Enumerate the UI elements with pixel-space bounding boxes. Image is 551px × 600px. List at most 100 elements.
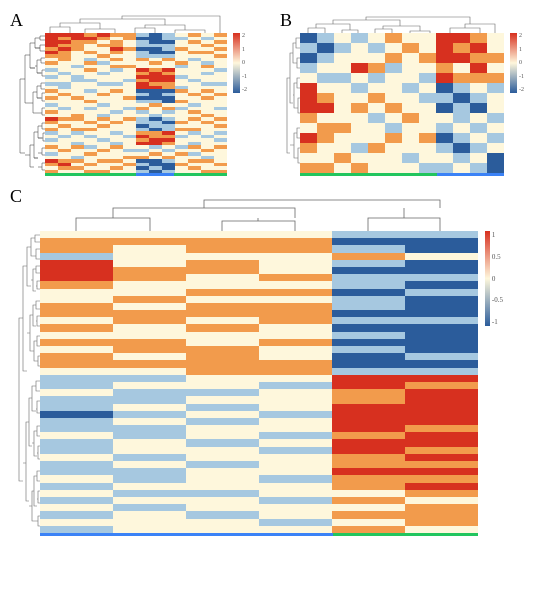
heatmap-cell <box>351 143 368 153</box>
heatmap-cell <box>368 113 385 123</box>
heatmap-cell <box>402 153 419 163</box>
heatmap-grid-C <box>40 231 535 533</box>
heatmap-cell <box>368 93 385 103</box>
heatmap-cell <box>402 123 419 133</box>
heatmap-cell <box>334 113 351 123</box>
heatmap-cell <box>259 310 332 317</box>
colorbar-A: 210-1-2 <box>233 33 251 93</box>
heatmap-cell <box>186 296 259 303</box>
heatmap-cell <box>368 73 385 83</box>
heatmap-cell <box>487 93 504 103</box>
heatmap-cell <box>470 123 487 133</box>
colorbar-tick: 0.5 <box>492 253 503 261</box>
heatmap-cell <box>332 281 405 288</box>
colorbar-tick: 2 <box>519 33 524 39</box>
heatmap-cell <box>40 303 113 310</box>
heatmap-cell <box>405 483 478 490</box>
heatmap-cell <box>470 53 487 63</box>
heatmap-cell <box>259 231 332 238</box>
heatmap-cell <box>113 360 186 367</box>
heatmap-cell <box>405 418 478 425</box>
heatmap-cell <box>300 133 317 143</box>
heatmap-cell <box>40 289 113 296</box>
group-segment <box>174 173 227 176</box>
heatmap-cell <box>113 231 186 238</box>
heatmap-cell <box>405 353 478 360</box>
heatmap-cell <box>317 93 334 103</box>
heatmap-cell <box>385 53 402 63</box>
heatmap-cell <box>368 133 385 143</box>
heatmap-cell <box>186 281 259 288</box>
heatmap-cell <box>405 310 478 317</box>
heatmap-cell <box>40 339 113 346</box>
heatmap-cell <box>300 123 317 133</box>
heatmap-cell <box>453 73 470 83</box>
heatmap-cell <box>332 454 405 461</box>
heatmap-cell <box>113 454 186 461</box>
heatmap-cell <box>259 404 332 411</box>
heatmap-cell <box>186 418 259 425</box>
heatmap-cell <box>351 33 368 43</box>
heatmap-cell <box>351 73 368 83</box>
heatmap-cell <box>300 83 317 93</box>
heatmap-cell <box>436 73 453 83</box>
heatmap-cell <box>334 73 351 83</box>
heatmap-cell <box>186 389 259 396</box>
heatmap-cell <box>332 260 405 267</box>
heatmap-cell <box>385 63 402 73</box>
heatmap-cell <box>113 245 186 252</box>
heatmap-cell <box>113 519 186 526</box>
heatmap-cell <box>332 267 405 274</box>
heatmap-cell <box>402 43 419 53</box>
heatmap-cell <box>259 238 332 245</box>
heatmap-cell <box>332 468 405 475</box>
heatmap-cell <box>259 253 332 260</box>
heatmap-cell <box>405 346 478 353</box>
heatmap-cell <box>259 425 332 432</box>
heatmap-cell <box>113 353 186 360</box>
heatmap-cell <box>436 93 453 103</box>
heatmap-cell <box>419 63 436 73</box>
heatmap-cell <box>259 526 332 533</box>
heatmap-cell <box>332 504 405 511</box>
heatmap-cell <box>113 432 186 439</box>
heatmap-cell <box>259 360 332 367</box>
colorbar-tick: 2 <box>242 33 247 39</box>
heatmap-cell <box>40 368 113 375</box>
heatmap-cell <box>487 63 504 73</box>
heatmap-cell <box>332 368 405 375</box>
heatmap-cell <box>487 33 504 43</box>
heatmap-cell <box>186 238 259 245</box>
heatmap-cell <box>40 447 113 454</box>
heatmap-cell <box>368 53 385 63</box>
heatmap-cell <box>40 425 113 432</box>
heatmap-cell <box>113 504 186 511</box>
heatmap-cell <box>334 83 351 93</box>
heatmap-cell <box>186 497 259 504</box>
heatmap-cell <box>453 93 470 103</box>
heatmap-cell <box>436 33 453 43</box>
heatmap-cell <box>405 303 478 310</box>
heatmap-cell <box>40 389 113 396</box>
heatmap-cell <box>332 274 405 281</box>
heatmap-cell <box>186 260 259 267</box>
heatmap-cell <box>405 324 478 331</box>
heatmap-cell <box>186 303 259 310</box>
heatmap-cell <box>332 439 405 446</box>
heatmap-cell <box>40 281 113 288</box>
heatmap-cell <box>402 83 419 93</box>
heatmap-cell <box>385 103 402 113</box>
col-dendrogram-B <box>300 15 504 33</box>
heatmap-cell <box>385 83 402 93</box>
heatmap-cell <box>332 231 405 238</box>
heatmap-cell <box>259 375 332 382</box>
heatmap-cell <box>419 93 436 103</box>
heatmap-cell <box>300 103 317 113</box>
colorbar-tick: 0 <box>492 275 503 283</box>
heatmap-cell <box>40 346 113 353</box>
heatmap-cell <box>317 103 334 113</box>
heatmap-cell <box>334 143 351 153</box>
heatmap-cell <box>351 153 368 163</box>
heatmap-cell <box>40 324 113 331</box>
heatmap-cell <box>186 519 259 526</box>
